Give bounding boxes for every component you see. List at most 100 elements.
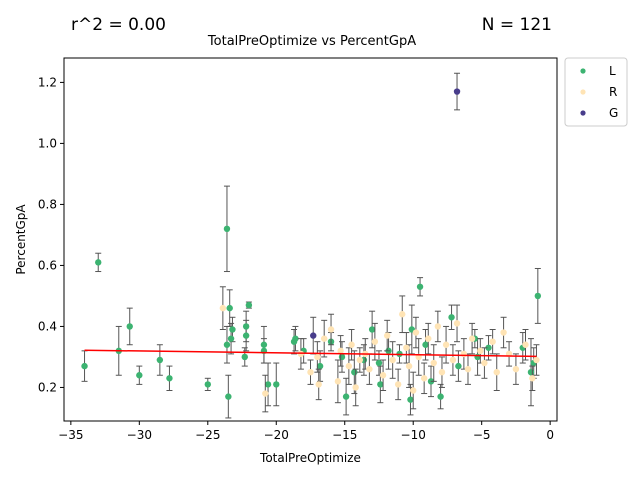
data-point-r — [334, 378, 342, 385]
data-point-l — [455, 362, 462, 370]
x-tick-label: −15 — [332, 428, 357, 442]
data-point-r — [425, 335, 432, 342]
data-point-l — [485, 344, 492, 351]
x-axis-title: TotalPreOptimize — [259, 451, 361, 465]
data-point-r — [477, 347, 484, 355]
x-tick-label: −35 — [58, 428, 83, 442]
data-point-l — [166, 375, 173, 382]
legend-box — [564, 57, 628, 127]
data-point-l — [126, 323, 133, 330]
legend-label-g: G — [609, 106, 618, 120]
data-point-r — [345, 362, 353, 370]
data-point-l — [229, 326, 236, 333]
data-point-r — [500, 329, 507, 336]
data-point-l — [527, 368, 535, 376]
legend-marker-r — [580, 89, 586, 95]
data-point-r — [399, 311, 406, 318]
data-point-l — [242, 323, 250, 330]
data-point-l — [338, 353, 346, 361]
y-tick-label: 0.6 — [38, 258, 57, 272]
y-tick-label: 0.8 — [38, 197, 57, 211]
legend-items: LRG — [580, 64, 618, 120]
data-point-r — [438, 368, 446, 376]
plot-frame — [63, 57, 558, 422]
data-point-r — [434, 323, 442, 330]
data-point-r — [420, 375, 428, 382]
data-point-l — [448, 314, 455, 321]
data-point-r — [379, 372, 387, 379]
data-point-r — [529, 375, 536, 382]
data-point-r — [262, 390, 269, 397]
data-point-l — [351, 368, 358, 376]
data-point-l — [136, 372, 143, 379]
data-point-r — [464, 365, 472, 373]
data-point-r — [337, 347, 344, 355]
data-point-l — [245, 301, 253, 309]
data-point-r — [219, 304, 227, 312]
legend-label-r: R — [609, 85, 617, 99]
data-point-r — [315, 381, 322, 388]
plot-content — [81, 72, 542, 419]
data-point-r — [403, 344, 410, 351]
data-point-l — [225, 393, 232, 400]
y-tick-label: 0.2 — [38, 380, 57, 394]
data-point-l — [422, 341, 429, 348]
data-point-r — [533, 356, 540, 364]
x-tick-label: −20 — [264, 428, 289, 442]
data-point-r — [320, 335, 328, 342]
data-point-r — [383, 332, 391, 339]
legend-marker-g — [580, 110, 586, 116]
data-point-l — [534, 292, 542, 300]
data-point-r — [352, 384, 359, 391]
data-point-l — [377, 381, 384, 388]
data-point-l — [273, 381, 280, 388]
data-point-r — [489, 338, 496, 345]
data-point-l — [81, 362, 88, 370]
data-point-l — [316, 362, 324, 370]
data-point-l — [407, 396, 414, 403]
y-tick-label: 0.4 — [38, 319, 57, 333]
data-point-r — [389, 356, 396, 364]
data-point-l — [292, 335, 299, 342]
data-point-r — [481, 359, 488, 367]
data-point-r — [394, 381, 402, 388]
data-point-l — [204, 381, 211, 388]
x-tick-label: 0 — [546, 428, 554, 442]
data-point-l — [95, 259, 102, 266]
data-point-r — [356, 356, 363, 364]
regression-line — [84, 349, 537, 358]
data-point-l — [375, 359, 383, 367]
data-point-l — [416, 283, 424, 290]
x-tick-label: −25 — [195, 428, 220, 442]
data-point-r — [430, 359, 437, 367]
x-tick-label: −30 — [127, 428, 152, 442]
data-point-r — [327, 326, 335, 333]
data-point-l — [242, 332, 250, 339]
data-point-r — [449, 356, 457, 364]
data-point-g — [310, 332, 317, 339]
x-tick-label: −5 — [473, 428, 491, 442]
data-point-l — [368, 326, 376, 333]
data-point-r — [366, 365, 373, 373]
data-point-r — [512, 365, 520, 373]
y-tick-label: 1.0 — [38, 136, 57, 150]
y-axis-title: PercentGpA — [14, 204, 28, 275]
data-point-l — [241, 353, 248, 361]
data-point-r — [405, 362, 413, 370]
data-point-r — [348, 341, 355, 348]
data-point-r — [468, 335, 476, 342]
x-tick-label: −10 — [401, 428, 426, 442]
legend: LRG — [564, 57, 628, 127]
data-point-l — [156, 356, 164, 364]
data-point-l — [227, 335, 235, 342]
legend-label-l: L — [609, 64, 616, 78]
axes-ticks: −35 −30 −25 −20 −15 −10 −5 0 0.2 0.4 0.6 0.8 1.0 1.2 — [38, 75, 554, 442]
chart-title: TotalPreOptimize vs PercentGpA — [207, 34, 416, 49]
data-point-r — [522, 341, 529, 348]
data-point-l — [342, 393, 350, 400]
legend-marker-l — [580, 68, 586, 74]
data-point-l — [226, 304, 233, 312]
data-point-r — [493, 368, 500, 376]
